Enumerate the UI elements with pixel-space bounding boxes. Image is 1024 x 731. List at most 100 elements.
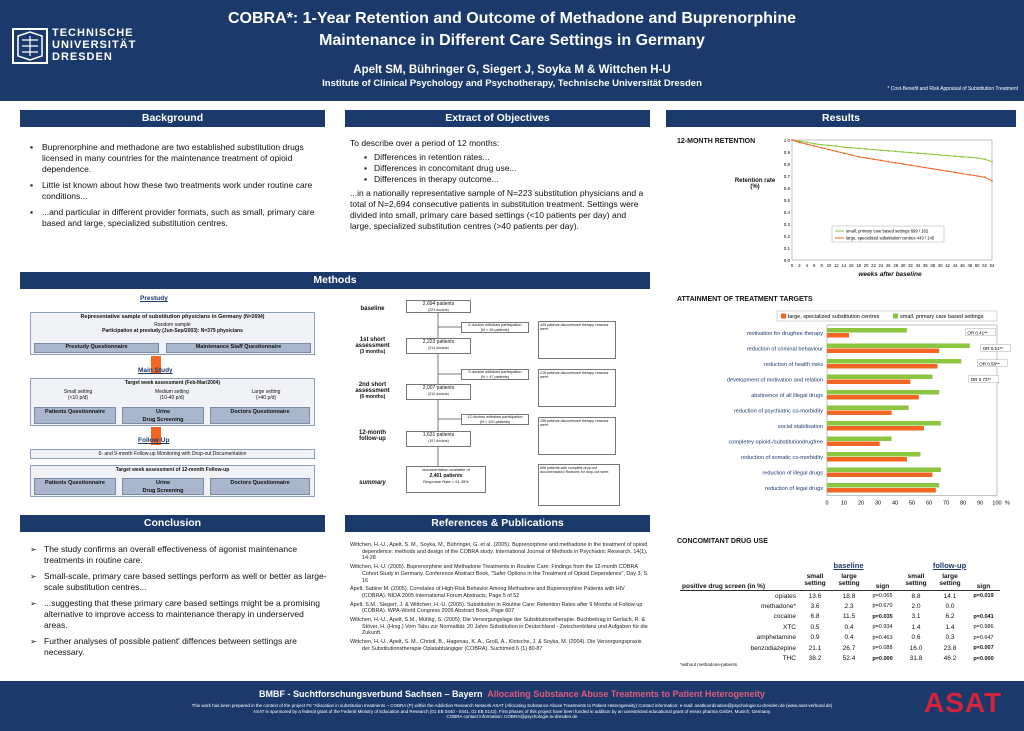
table-row: cocaine 6.8 11.5 p=0.035 3.1 6.2 p=0.041	[680, 612, 1000, 623]
x-tick-label: 22	[871, 263, 876, 268]
table-cell: 26.7	[842, 644, 856, 652]
legend-swatch	[781, 313, 786, 319]
table-cell: 13.6	[808, 592, 822, 600]
poster-footer: BMBF - Suchtforschungsverbund Sachsen – …	[0, 681, 1024, 731]
objectives-header: Extract of Objectives	[345, 110, 650, 127]
data-point	[850, 146, 853, 149]
retention-ylabel: Retention rate (%)	[734, 178, 776, 190]
table-row: opiates 13.6 18.8 p=0.065 8.8 14.1 p=0.019	[680, 591, 1000, 602]
flow-baseline-label: baseline	[360, 306, 385, 312]
urine-label: Urine	[155, 409, 171, 415]
flow-twelve-box: 1,631 patients (197 doctors)	[406, 431, 471, 447]
conclusion-bullet: Small-scale, primary care based settings…	[28, 571, 328, 593]
y-tick-label: 0.7	[784, 174, 791, 179]
target-12: Target week assessment of 12-month Follo…	[115, 467, 230, 473]
x-tick-label: 40	[892, 501, 898, 507]
bar	[827, 410, 892, 415]
legend-label: large, specialized substitution centres …	[846, 236, 935, 241]
n-baseline: 2,694 patients	[422, 301, 455, 307]
legend-box	[776, 310, 998, 322]
drug-screening-label: Drug Screening	[142, 417, 184, 423]
objectives-intro: To describe over a period of 12 months:	[350, 138, 500, 148]
logo-line-2: UNIVERSITÄT	[52, 39, 137, 51]
dropout-note-2: 216 patients discontinued therapy, reaso…	[538, 369, 616, 407]
data-point	[968, 156, 971, 159]
table-cell: 2.0	[911, 602, 921, 610]
random-sample: Random sample	[154, 322, 191, 328]
data-point	[983, 158, 986, 161]
table-cell: benzodiazepine	[750, 644, 796, 652]
table-row: methadone* 3.6 2.3 p=0.670 2.0 0.0	[680, 601, 1000, 612]
n-first-sub: (214 doctors)	[428, 346, 449, 350]
table-cell: p=0.463	[872, 634, 893, 641]
conclusion-section: The study confirms an overall effectiven…	[28, 544, 328, 663]
data-point	[872, 158, 875, 161]
x-tick-label: 2	[798, 263, 801, 268]
category-label: abstinence of all illegal drugs	[751, 393, 823, 399]
flow-first-box: 2,223 patients (214 doctors)	[406, 338, 471, 354]
x-tick-label: 18	[856, 263, 861, 268]
drug-screening-label: Drug Screening	[142, 488, 184, 494]
table-row: THC 38.2 52.4 p=0.000 31.8 46.2 p=0.000	[680, 654, 1000, 665]
table-cell: p=0.088	[872, 645, 893, 652]
data-point	[983, 176, 986, 179]
table-cell: 6.2	[945, 613, 955, 621]
x-tick-label: 0	[791, 263, 794, 268]
bar	[827, 467, 941, 472]
legend-label: small, primary care based settings 699 /…	[846, 229, 929, 234]
data-point	[791, 139, 793, 141]
bar	[827, 441, 880, 446]
plot-area	[826, 324, 998, 496]
data-point	[909, 164, 912, 167]
n-first: 2,223 patients	[422, 339, 455, 345]
flow-summary-label: summary	[359, 480, 386, 486]
flow-second-label: 2nd short assessment (6 months)	[350, 382, 395, 400]
footer-line: ASAT is sponsored by a federal grant of …	[252, 708, 772, 714]
table-cell: 0.4	[844, 623, 854, 631]
data-point	[828, 144, 830, 147]
y-tick-label: 0.5	[784, 198, 791, 203]
or-annotation-box	[968, 375, 999, 383]
col-small: small setting	[804, 573, 826, 588]
withdraw-1-text: 6 doctors withdraw participation	[468, 323, 522, 327]
col-large: large setting	[838, 573, 860, 588]
rep-sample-n: (N=2694)	[243, 314, 265, 320]
x-unit-label: %	[1005, 501, 1010, 507]
y-tick-label: 0.8	[784, 162, 791, 167]
references-list: Wittchen, H.-U., Apelt, S. M., Soyka, M.…	[350, 542, 650, 655]
table-cell: p=0.986	[973, 624, 994, 631]
bar	[827, 421, 941, 426]
x-tick-label: 90	[977, 501, 983, 507]
data-point	[924, 166, 927, 169]
x-tick-label: 30	[875, 501, 881, 507]
data-point	[850, 154, 853, 156]
background-section: Buprenorphine and methadone are two esta…	[28, 142, 320, 234]
flow-first-months: (3 months)	[359, 349, 386, 355]
objective-item: Differences in retention rates...	[364, 152, 648, 163]
withdraw-3: 12 doctors withdraw participation (N = 12…	[461, 414, 529, 425]
x-tick-label: 8	[820, 263, 823, 268]
table-cell: 6.8	[810, 613, 820, 621]
objectives-text: ...in a nationally representative sample…	[350, 188, 644, 231]
x-tick-label: 48	[967, 263, 972, 268]
x-tick-label: 10	[827, 263, 832, 268]
table-cell	[967, 601, 1000, 612]
concomitant-title: CONCOMITANT DRUG USE	[677, 538, 768, 545]
table-row: benzodiazepine 21.1 26.7 p=0.088 16.0 23.8 p=0…	[680, 643, 1000, 654]
conclusion-bullet: The study confirms an overall effectiven…	[28, 544, 328, 566]
data-point	[961, 155, 964, 158]
x-tick-label: 20	[864, 263, 869, 268]
y-tick-label: 0.6	[784, 186, 791, 191]
x-tick-label: 10	[841, 501, 847, 507]
x-tick-label: 50	[909, 501, 915, 507]
col-large: large setting	[939, 573, 961, 588]
data-point	[946, 170, 949, 173]
col-label: positive drug screen (in %)	[682, 583, 766, 590]
x-tick-label: 36	[923, 263, 928, 268]
table-cell: 0.3	[945, 634, 955, 642]
table-cell: amphetamine	[756, 634, 796, 642]
data-point	[931, 167, 934, 170]
retention-title: 12-MONTH RETENTION	[677, 138, 756, 145]
series-line	[791, 139, 993, 163]
reference-item: Wittchen, H.-U., Apelt, S. M., Soyka, M.…	[350, 542, 648, 562]
